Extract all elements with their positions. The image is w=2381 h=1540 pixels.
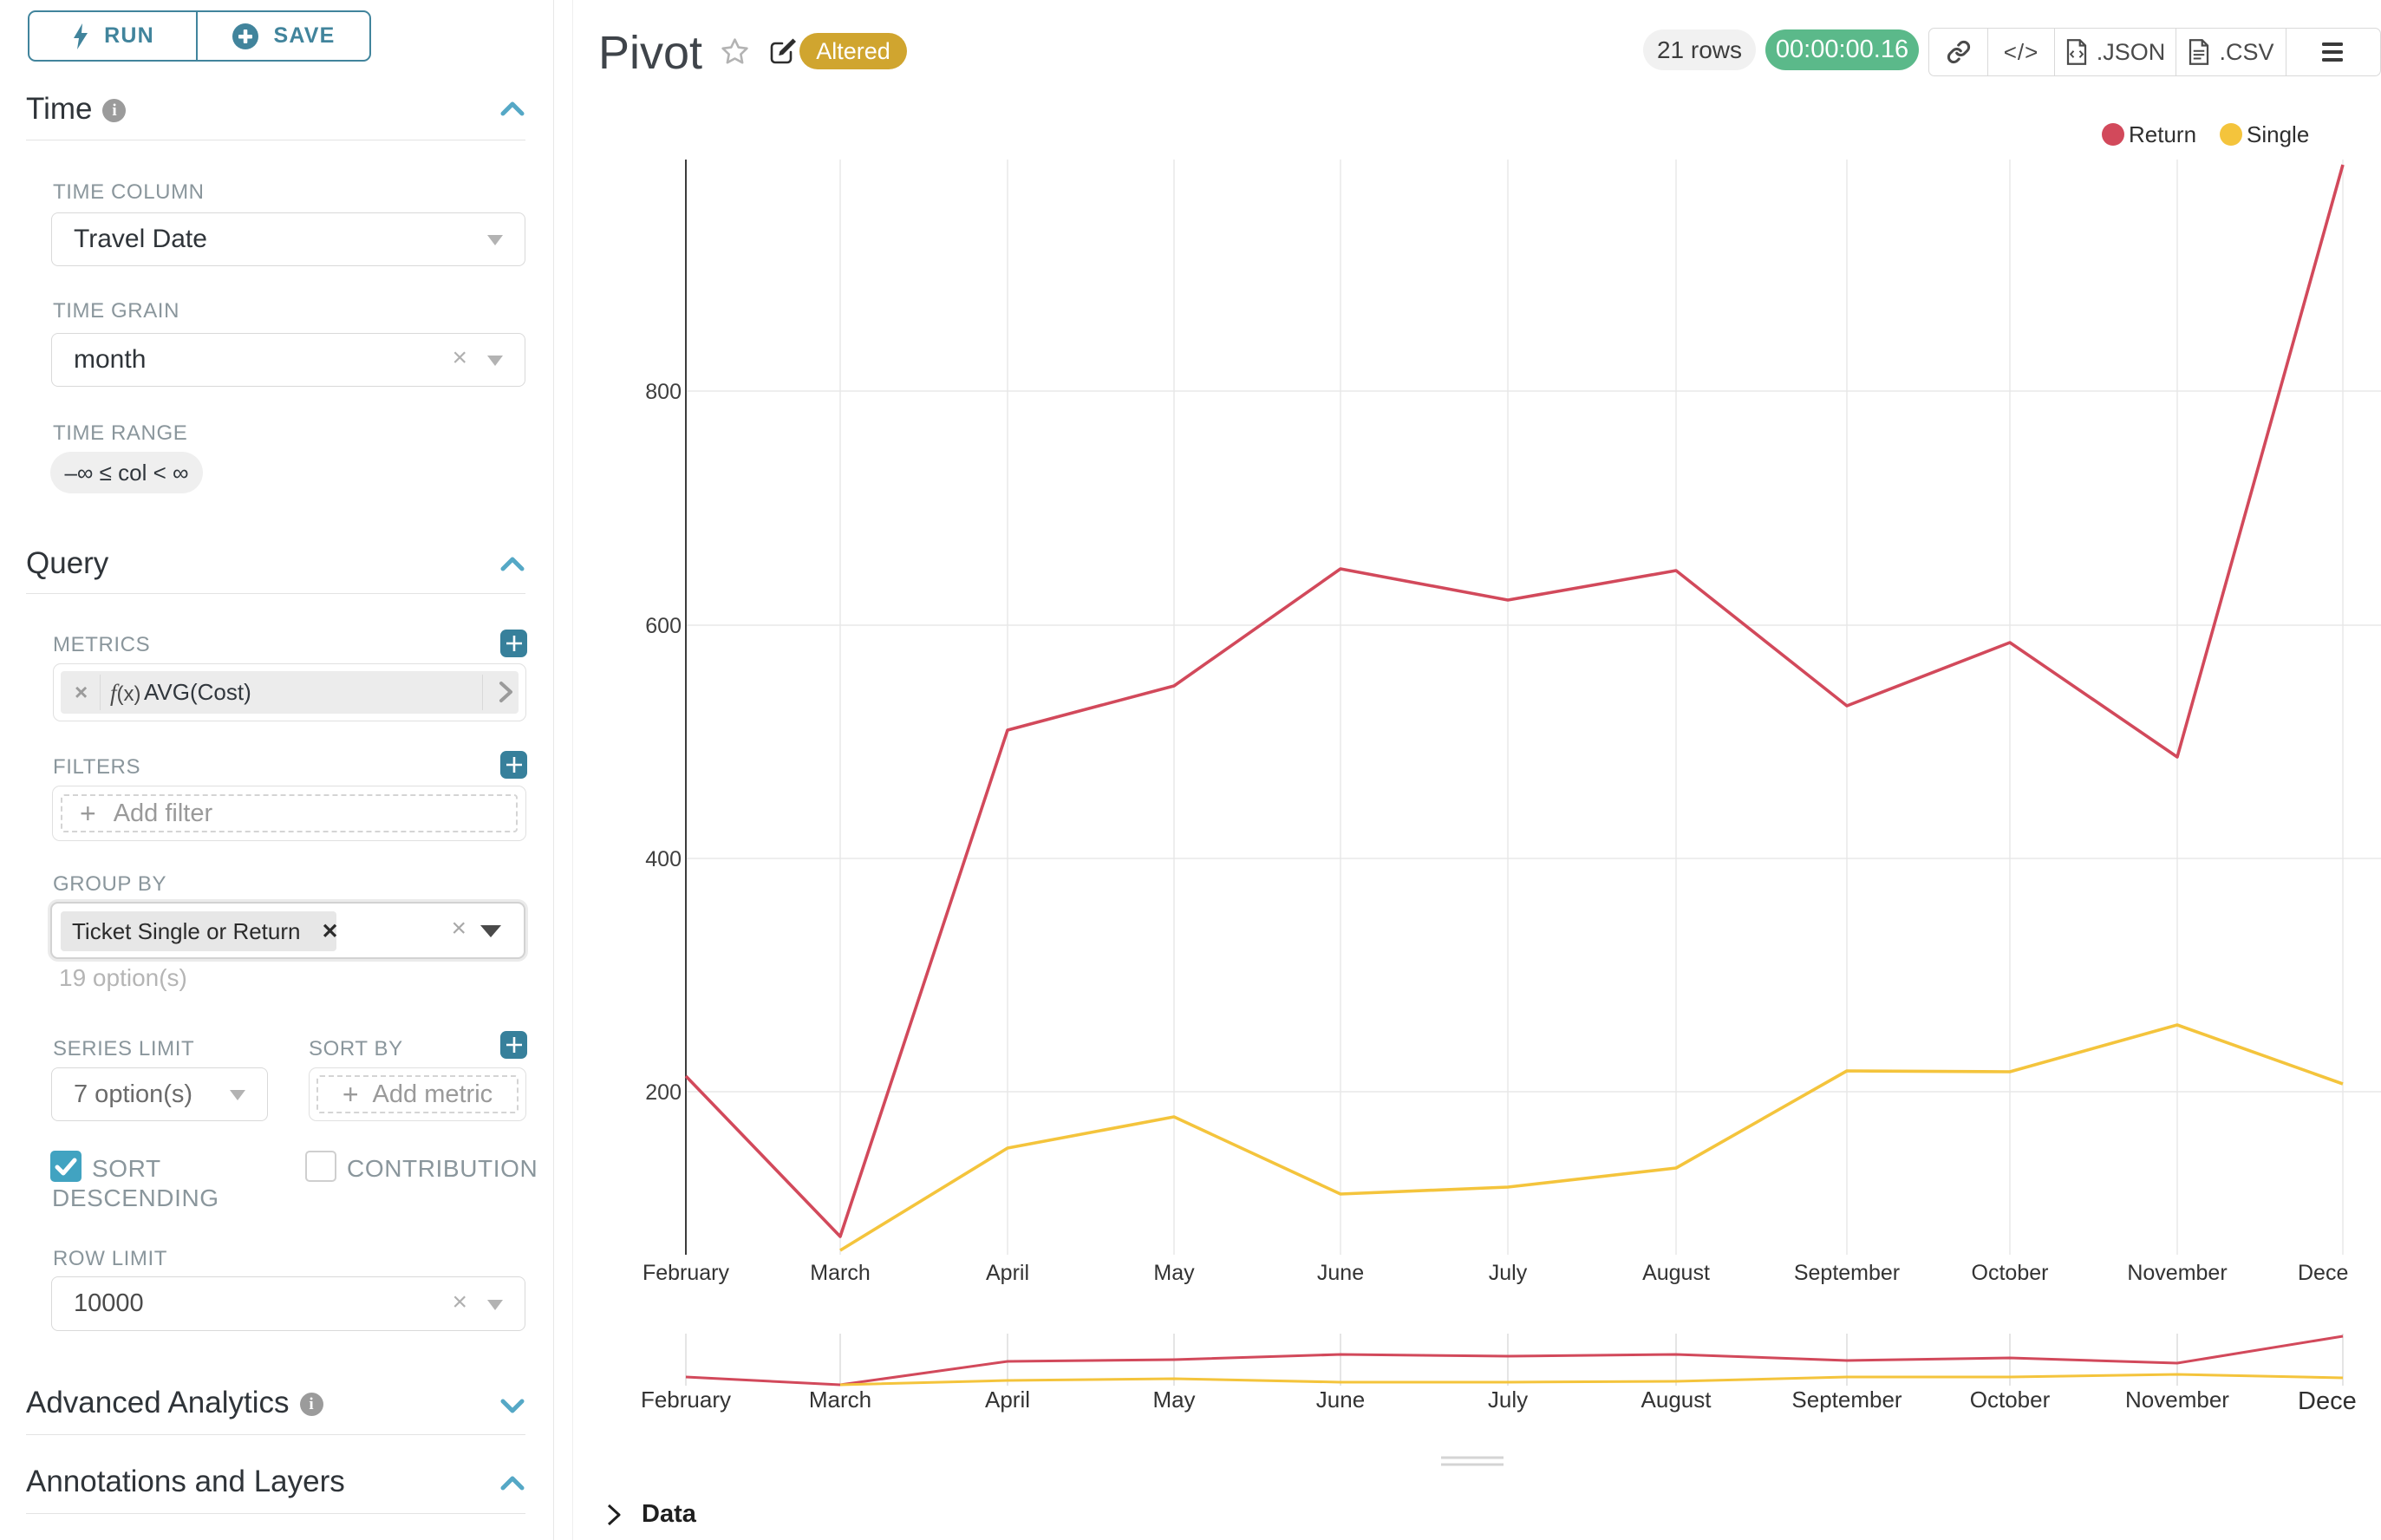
svg-text:200: 200 (645, 1080, 682, 1105)
svg-text:March: March (809, 1387, 871, 1413)
svg-text:May: May (1152, 1387, 1195, 1413)
svg-text:September: September (1791, 1387, 1902, 1413)
svg-text:October: October (1972, 1261, 2049, 1285)
svg-text:November: November (2125, 1387, 2229, 1413)
svg-text:March: March (810, 1261, 870, 1285)
svg-text:July: July (1489, 1261, 1528, 1285)
svg-text:April: April (985, 1387, 1030, 1413)
svg-text:June: June (1317, 1261, 1364, 1285)
svg-text:Dece: Dece (2298, 1387, 2357, 1415)
svg-text:800: 800 (645, 380, 682, 404)
svg-text:April: April (986, 1261, 1029, 1285)
svg-text:Dece: Dece (2298, 1261, 2348, 1285)
svg-text:Single: Single (2247, 121, 2309, 147)
svg-text:September: September (1794, 1261, 1900, 1285)
svg-text:400: 400 (645, 847, 682, 871)
svg-text:February: February (641, 1387, 731, 1413)
svg-text:Return: Return (2129, 121, 2196, 147)
svg-text:February: February (643, 1261, 730, 1285)
svg-text:600: 600 (645, 614, 682, 638)
svg-text:June: June (1316, 1387, 1365, 1413)
svg-text:August: August (1641, 1387, 1712, 1413)
svg-text:November: November (2127, 1261, 2227, 1285)
svg-text:May: May (1153, 1261, 1195, 1285)
svg-text:July: July (1488, 1387, 1528, 1413)
svg-text:October: October (1970, 1387, 2051, 1413)
svg-text:August: August (1642, 1261, 1710, 1285)
